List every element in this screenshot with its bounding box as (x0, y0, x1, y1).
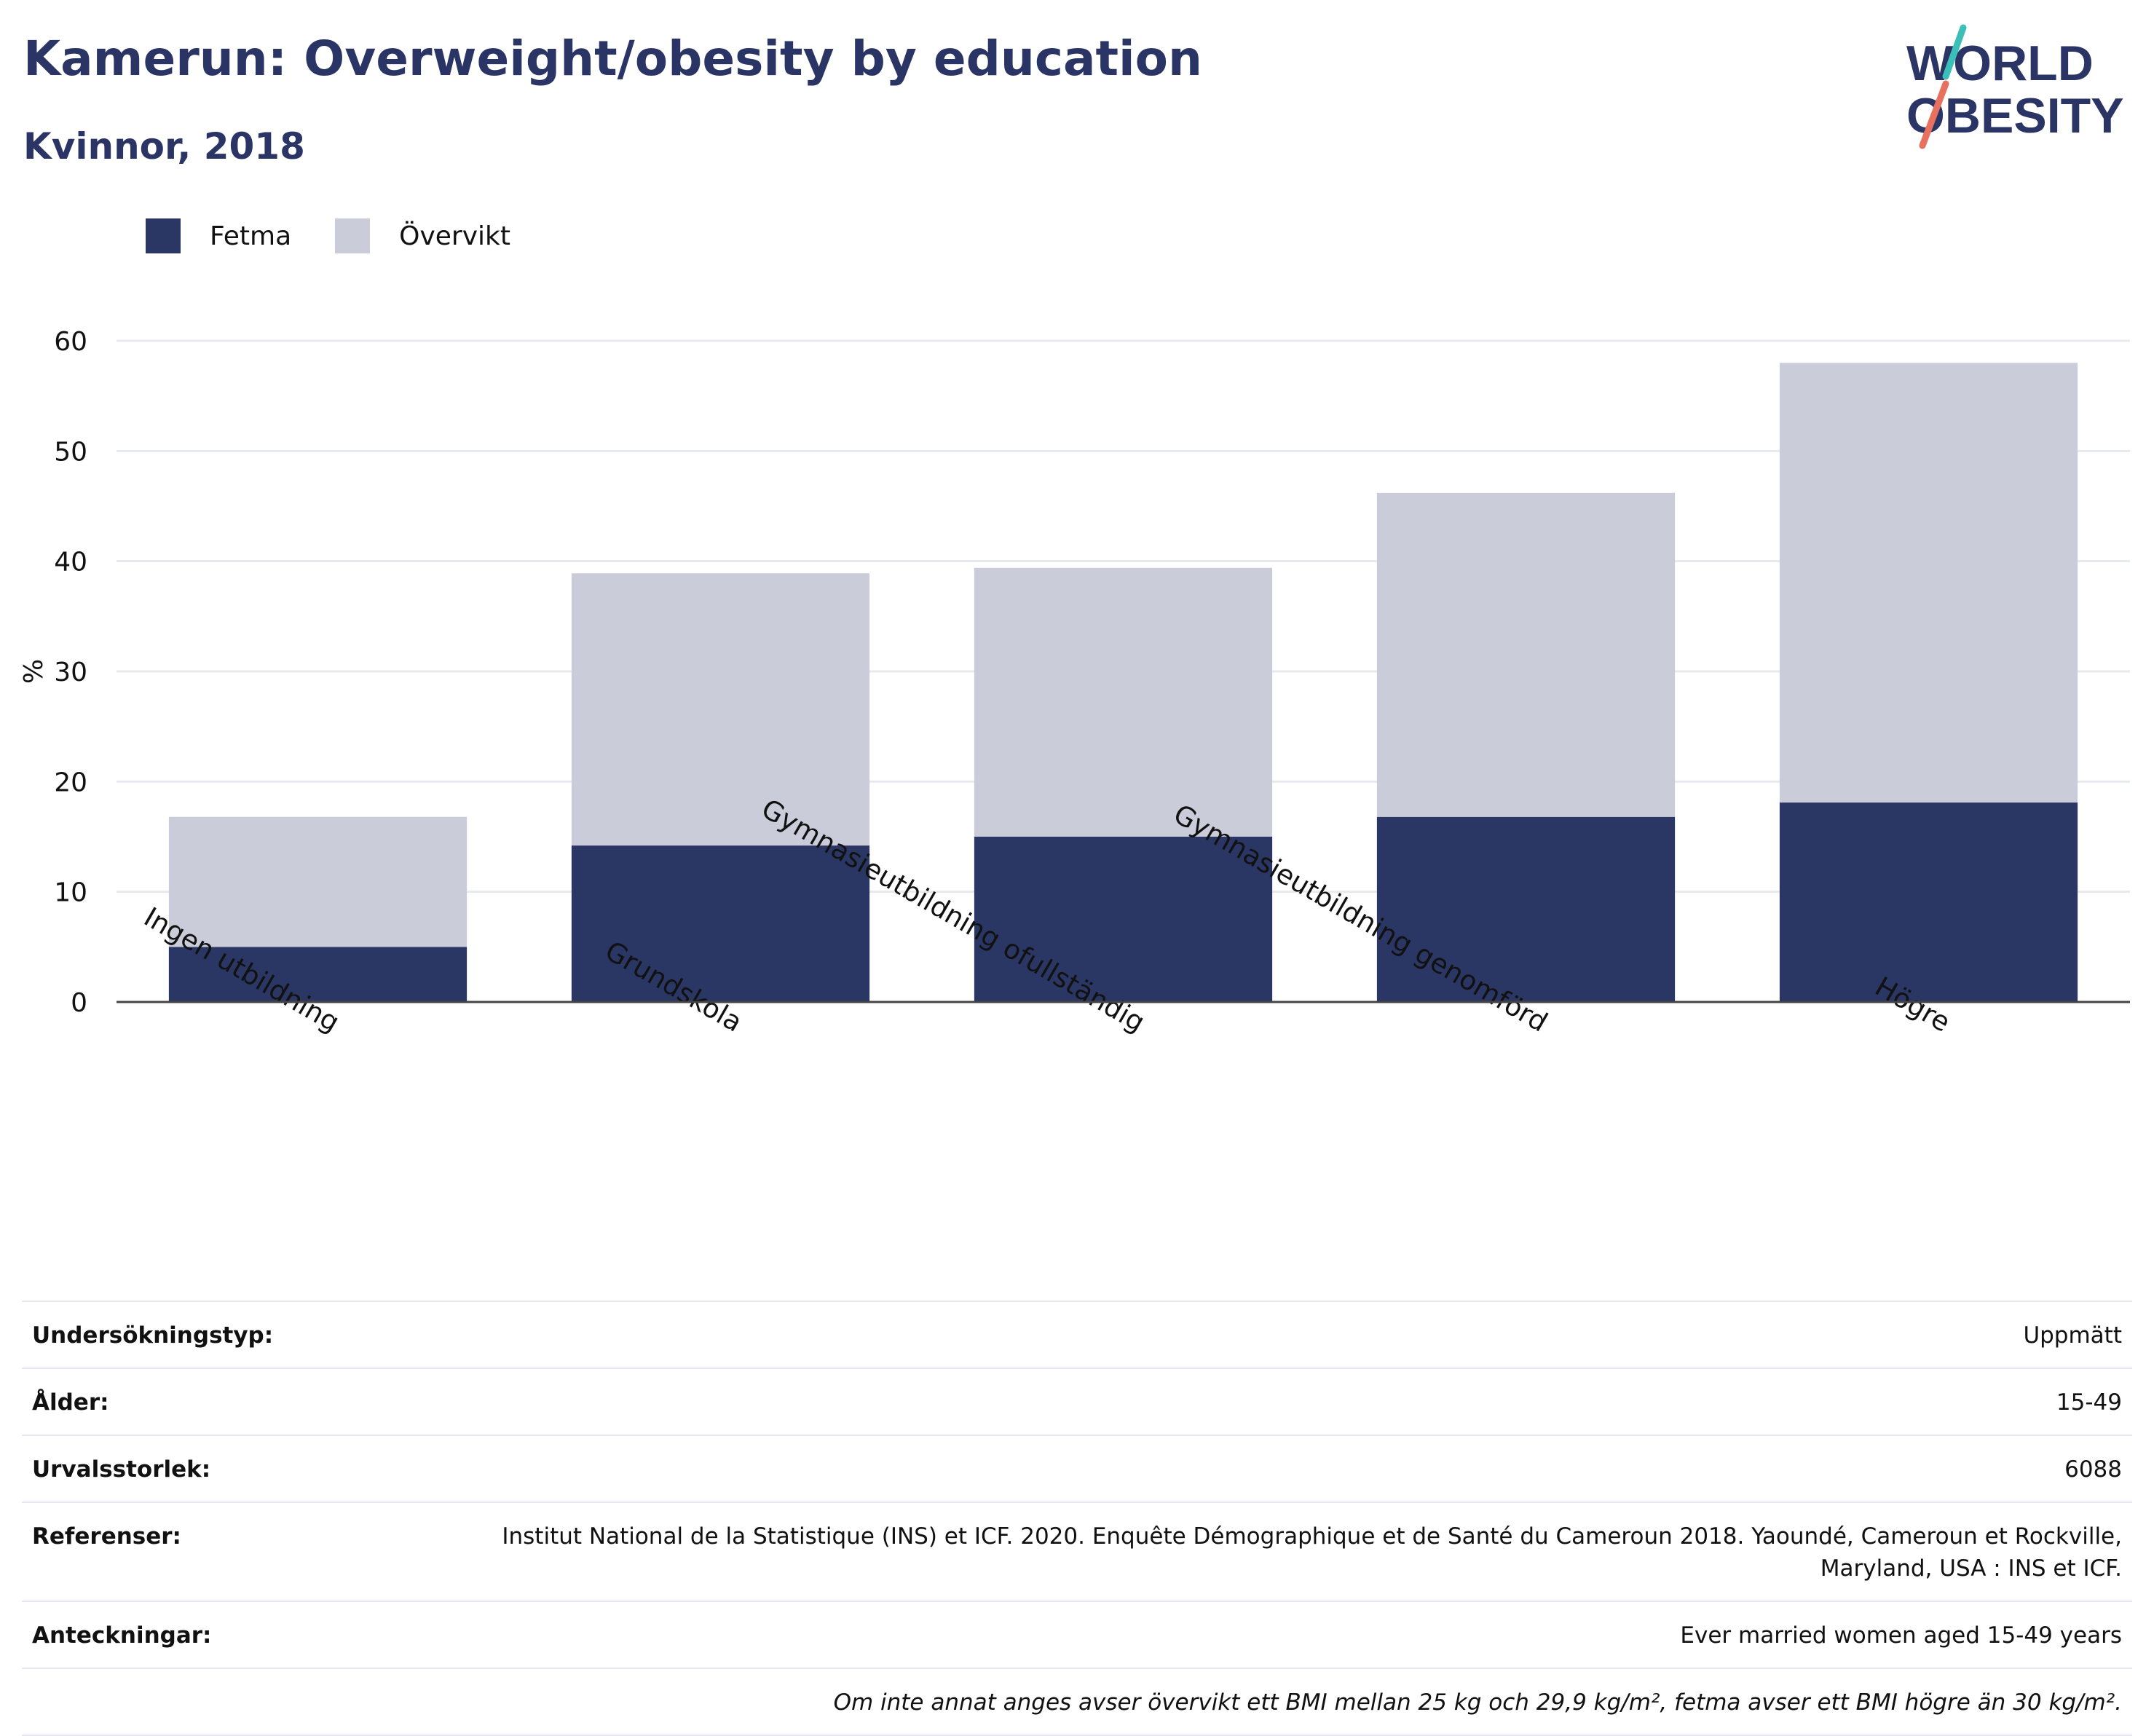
legend-swatch-fetma (146, 218, 181, 253)
y-tick-label: 10 (54, 878, 87, 908)
y-axis-ticks: 0 10 20 30 40 50 60 (54, 327, 87, 1018)
metadata-value: 15-49 (2056, 1389, 2122, 1416)
metadata-key: Urvalsstorlek: (32, 1456, 211, 1483)
bmi-definition-note: Om inte annat anges avser övervikt ett B… (22, 1668, 2132, 1736)
logo-slash-teal-icon (1942, 24, 1967, 80)
chart-bars (168, 363, 2078, 1002)
legend-label-overvikt: Övervikt (399, 221, 510, 251)
bar-fetma-1[interactable] (571, 845, 870, 1002)
y-tick-label: 60 (54, 327, 87, 357)
bmi-definition-text: Om inte annat anges avser övervikt ett B… (833, 1689, 2122, 1716)
metadata-table: Undersökningstyp: Uppmätt Ålder: 15-49 Urval… (22, 1301, 2132, 1736)
logo-text-world: WORLD (1906, 36, 2094, 91)
metadata-row: Ålder: 15-49 (22, 1368, 2132, 1435)
bar-overvikt-4[interactable] (1779, 363, 2078, 803)
metadata-row: Anteckningar: Ever married women aged 15-… (22, 1601, 2132, 1668)
bar-overvikt-3[interactable] (1376, 492, 1676, 817)
y-tick-label: 50 (54, 437, 87, 467)
page-subtitle: Kvinnor, 2018 (23, 125, 305, 167)
world-obesity-logo: WORLD OBESITY (1906, 24, 2124, 149)
legend-label-fetma: Fetma (210, 221, 292, 251)
bar-overvikt-1[interactable] (571, 573, 870, 846)
y-tick-label: 30 (54, 658, 87, 687)
legend-item-overvikt[interactable]: Övervikt (335, 218, 510, 253)
logo-slash-coral-icon (1919, 80, 1949, 149)
metadata-key: Anteckningar: (32, 1622, 212, 1649)
bar-fetma-0[interactable] (168, 947, 468, 1002)
bar-overvikt-2[interactable] (974, 567, 1273, 837)
bar-fetma-2[interactable] (974, 837, 1273, 1002)
y-tick-label: 40 (54, 548, 87, 577)
metadata-row: Urvalsstorlek: 6088 (22, 1435, 2132, 1502)
bar-fetma-3[interactable] (1376, 816, 1676, 1002)
metadata-value: Uppmätt (2023, 1322, 2122, 1349)
metadata-value: 6088 (2064, 1456, 2122, 1483)
y-axis-label: % (19, 659, 49, 684)
bar-fetma-4[interactable] (1779, 802, 2078, 1002)
metadata-value: Institut National de la Statistique (INS… (502, 1523, 2122, 1582)
page-title: Kamerun: Overweight/obesity by education (23, 31, 1202, 87)
metadata-key: Referenser: (32, 1523, 181, 1550)
metadata-key: Ålder: (32, 1389, 109, 1416)
legend-swatch-overvikt (335, 218, 371, 253)
chart-legend: Fetma Övervikt (146, 216, 554, 256)
metadata-row: Referenser: Institut National de la Stati… (22, 1502, 2132, 1601)
bar-overvikt-0[interactable] (168, 816, 468, 947)
legend-item-fetma[interactable]: Fetma (146, 218, 291, 253)
y-tick-label: 0 (71, 988, 87, 1018)
metadata-key: Undersökningstyp: (32, 1322, 274, 1349)
metadata-row: Undersökningstyp: Uppmätt (22, 1301, 2132, 1368)
metadata-value: Ever married women aged 15-49 years (1680, 1622, 2122, 1649)
y-tick-label: 20 (54, 768, 87, 797)
